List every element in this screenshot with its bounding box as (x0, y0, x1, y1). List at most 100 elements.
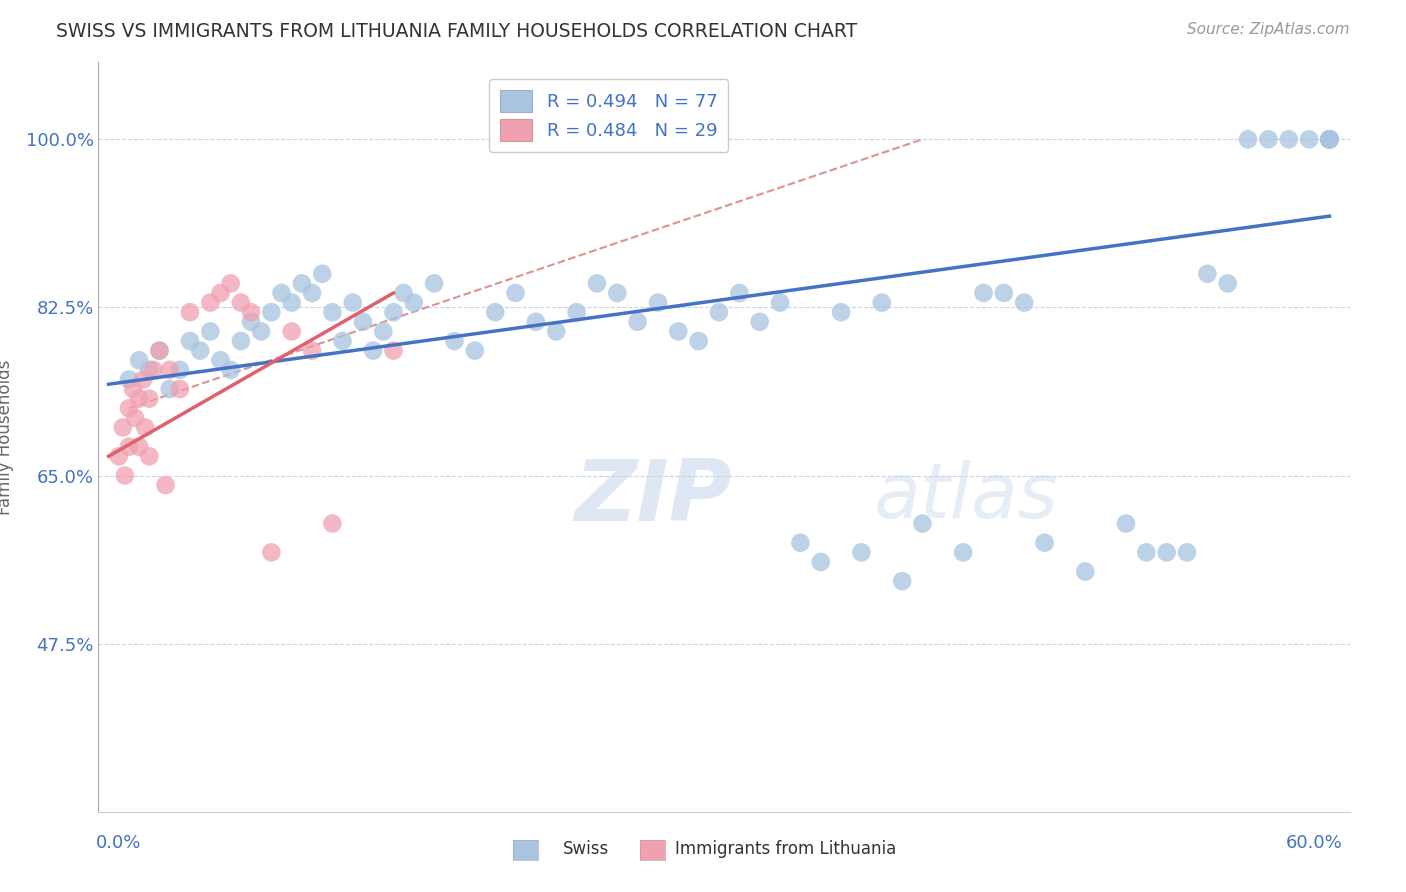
Point (382, 343, 405, 358)
Text: Swiss: Swiss (562, 840, 609, 858)
Point (1156, 545, 1178, 559)
Point (373, 325, 395, 339)
Point (138, 392, 160, 406)
Point (118, 401, 141, 416)
Point (134, 420, 156, 434)
Point (229, 334, 252, 348)
Point (291, 277, 314, 291)
Point (124, 410, 146, 425)
Point (1319, 132, 1341, 146)
Point (728, 285, 751, 300)
Point (169, 363, 191, 377)
Point (1319, 132, 1341, 146)
Point (484, 305, 506, 319)
Point (159, 382, 181, 396)
Text: 60.0%: 60.0% (1286, 834, 1343, 852)
Point (748, 315, 770, 329)
Point (851, 545, 873, 559)
Point (260, 305, 283, 319)
Point (111, 420, 134, 434)
Point (1175, 545, 1198, 559)
Point (188, 343, 211, 358)
Point (382, 305, 405, 319)
Point (138, 450, 160, 464)
Point (707, 305, 730, 319)
Text: Source: ZipAtlas.com: Source: ZipAtlas.com (1187, 22, 1350, 37)
Point (1298, 132, 1320, 146)
Point (769, 295, 792, 310)
Point (1237, 132, 1260, 146)
Point (179, 305, 201, 319)
Point (159, 363, 181, 377)
Point (973, 285, 995, 300)
Point (1319, 132, 1341, 146)
Point (321, 305, 343, 319)
Text: atlas: atlas (875, 460, 1059, 534)
Point (1319, 132, 1341, 146)
Point (1135, 545, 1157, 559)
Point (789, 535, 811, 549)
Point (179, 334, 201, 348)
Point (118, 440, 141, 454)
Point (219, 363, 242, 377)
Point (209, 353, 232, 368)
Point (321, 516, 343, 531)
Point (107, 450, 129, 464)
Y-axis label: Family Households: Family Households (0, 359, 14, 515)
Text: Immigrants from Lithuania: Immigrants from Lithuania (675, 840, 896, 858)
Point (647, 295, 669, 310)
Point (392, 285, 415, 300)
Point (830, 305, 852, 319)
Point (229, 295, 252, 310)
Point (142, 363, 165, 377)
Point (1115, 516, 1137, 531)
Point (250, 325, 273, 339)
Point (301, 343, 323, 358)
Point (332, 334, 354, 348)
Point (1197, 267, 1219, 281)
Point (240, 305, 263, 319)
Point (128, 440, 150, 454)
Point (1257, 132, 1279, 146)
Point (301, 285, 323, 300)
Point (891, 574, 914, 589)
Point (1033, 535, 1056, 549)
Point (1319, 132, 1341, 146)
Point (280, 295, 302, 310)
Point (352, 315, 374, 329)
Point (240, 315, 263, 329)
Point (586, 277, 609, 291)
Point (546, 325, 568, 339)
Point (260, 545, 283, 559)
Point (1012, 295, 1035, 310)
Point (1278, 132, 1301, 146)
Point (148, 343, 170, 358)
Point (606, 285, 628, 300)
Point (138, 363, 160, 377)
Point (443, 334, 465, 348)
Point (952, 545, 974, 559)
Point (169, 382, 191, 396)
Point (524, 315, 547, 329)
Point (270, 285, 292, 300)
Point (1074, 565, 1097, 579)
Point (810, 555, 832, 569)
Text: ZIP: ZIP (574, 456, 731, 539)
Point (122, 382, 145, 396)
Point (209, 285, 232, 300)
Point (219, 277, 242, 291)
Point (155, 478, 177, 492)
Point (361, 343, 384, 358)
Point (132, 372, 155, 386)
Point (993, 285, 1015, 300)
Point (128, 392, 150, 406)
Text: 0.0%: 0.0% (96, 834, 141, 852)
Point (148, 343, 170, 358)
Point (688, 334, 710, 348)
Point (423, 277, 446, 291)
Point (114, 468, 136, 483)
Point (666, 325, 689, 339)
Point (1319, 132, 1341, 146)
Text: SWISS VS IMMIGRANTS FROM LITHUANIA FAMILY HOUSEHOLDS CORRELATION CHART: SWISS VS IMMIGRANTS FROM LITHUANIA FAMIL… (56, 22, 858, 41)
Point (565, 305, 588, 319)
